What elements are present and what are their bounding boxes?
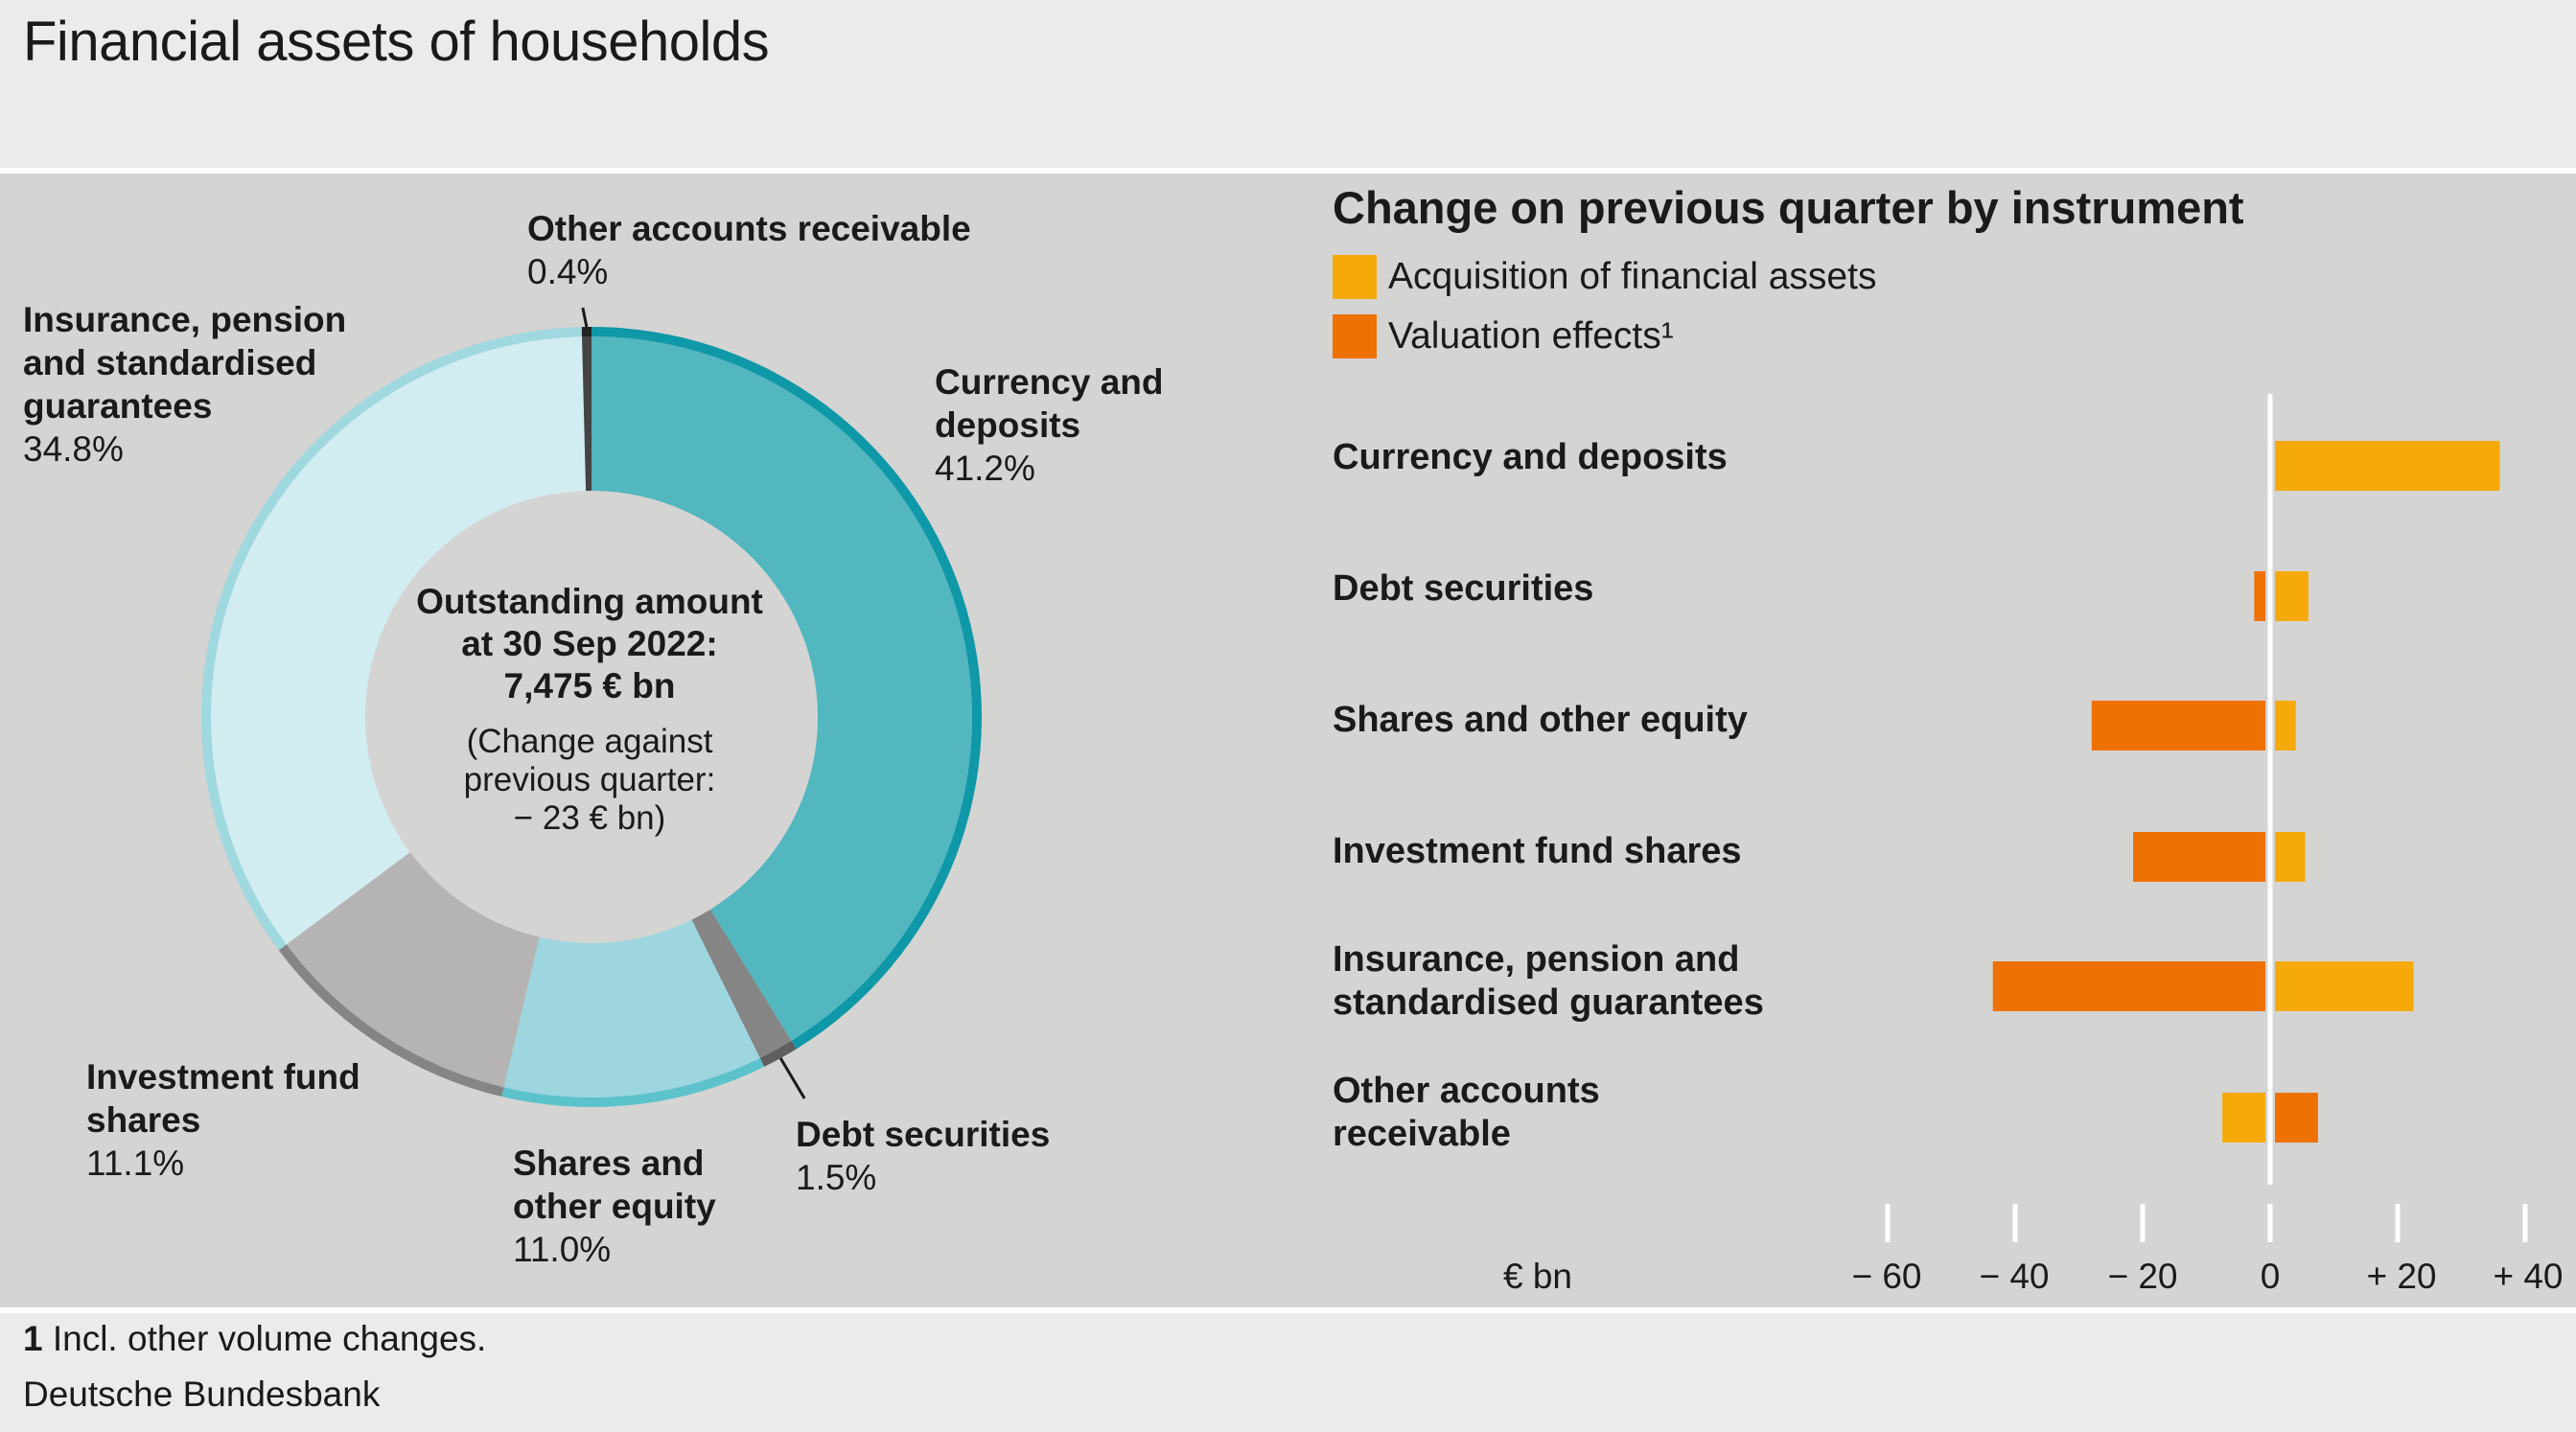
donut-slice-currency-and-deposits [592, 336, 972, 1041]
footnote-text: Incl. other volume changes. [42, 1319, 487, 1358]
bar-chart-title: Change on previous quarter by instrument [1333, 182, 2244, 233]
x-tick-label: + 20 [2366, 1257, 2437, 1296]
donut-rim-debt-securities [759, 1040, 797, 1067]
label-shares-equity: Shares and other equity 11.0% [513, 1143, 716, 1269]
source-note: Deutsche Bundesbank [23, 1374, 381, 1414]
center-line-2: at 30 Sep 2022: [461, 624, 718, 663]
center-note-3: − 23 € bn) [513, 799, 666, 837]
chart-title: Financial assets of households [23, 11, 770, 73]
center-note-2: previous quarter: [463, 761, 716, 798]
bar-valuation-2 [2091, 701, 2265, 751]
donut-slice-investment-fund-shares [286, 852, 540, 1088]
label-investment-fund: Investment fund shares 11.1% [86, 1057, 360, 1183]
category-currency-deposits: Currency and deposits [1333, 437, 1728, 477]
bar-valuation-3 [2133, 832, 2265, 882]
donut-rim-investment-fund-shares [278, 944, 504, 1097]
donut-slice-other-accounts-receivable [582, 336, 592, 492]
category-insurance-pension: Insurance, pension and standardised guar… [1333, 939, 1764, 1023]
bar-acquisition-0 [2275, 441, 2500, 491]
footnote-number: 1 [23, 1319, 43, 1358]
bar-acquisition-1 [2275, 571, 2309, 621]
x-tick-label: − 60 [1851, 1257, 1922, 1296]
donut-center-text: Outstanding amount at 30 Sep 2022: 7,475… [374, 581, 805, 838]
x-tick-label: + 40 [2493, 1257, 2564, 1296]
donut-slice-debt-securities [691, 909, 792, 1058]
donut-slice-shares-and-other-equity [503, 919, 760, 1097]
bar-valuation-4 [1992, 961, 2265, 1011]
bar-valuation-5 [2275, 1093, 2318, 1143]
bar-chart [1885, 394, 2528, 1242]
category-other-accounts: Other accounts receivable [1333, 1071, 1600, 1154]
bar-valuation-1 [2254, 571, 2265, 621]
leader-line-debt-securities [778, 1057, 806, 1099]
x-tick-label: 0 [2260, 1257, 2281, 1296]
x-axis-unit: € bn [1503, 1257, 1573, 1296]
center-note-1: (Change against [466, 723, 713, 760]
bar-acquisition-3 [2275, 832, 2306, 882]
legend-swatch-acquisition [1333, 255, 1377, 299]
x-tick-label: − 20 [2107, 1257, 2178, 1296]
donut-slice-insurance-pension-and-standardised-guarantees [210, 336, 587, 945]
footnote: 1 Incl. other volume changes. [23, 1319, 486, 1359]
center-line-3: 7,475 € bn [503, 666, 676, 705]
bar-acquisition-2 [2275, 701, 2296, 751]
category-shares-equity: Shares and other equity [1333, 700, 1748, 740]
leader-line-other-accounts [581, 307, 589, 328]
category-investment-fund: Investment fund shares [1333, 831, 1742, 871]
center-line-1: Outstanding amount [416, 582, 763, 621]
bar-acquisition-4 [2275, 961, 2414, 1011]
label-insurance-pension: Insurance, pension and standardised guar… [23, 300, 347, 469]
chart-panel: Outstanding amount at 30 Sep 2022: 7,475… [0, 168, 2576, 1313]
x-tick-label: − 40 [1979, 1257, 2050, 1296]
donut-rim-other-accounts-receivable [581, 327, 592, 337]
bar-acquisition-5 [2222, 1093, 2265, 1143]
label-other-accounts: Other accounts receivable 0.4% [527, 209, 971, 291]
label-debt-securities: Debt securities 1.5% [796, 1115, 1051, 1197]
legend-valuation: Valuation effects¹ [1333, 314, 1674, 358]
legend-swatch-valuation [1333, 314, 1377, 358]
category-debt-securities: Debt securities [1333, 568, 1594, 609]
label-currency-deposits: Currency and deposits 41.2% [935, 362, 1164, 488]
legend-acquisition: Acquisition of financial assets [1333, 255, 1876, 299]
donut-rim-shares-and-other-equity [501, 1057, 765, 1107]
donut-chart [200, 307, 982, 1107]
